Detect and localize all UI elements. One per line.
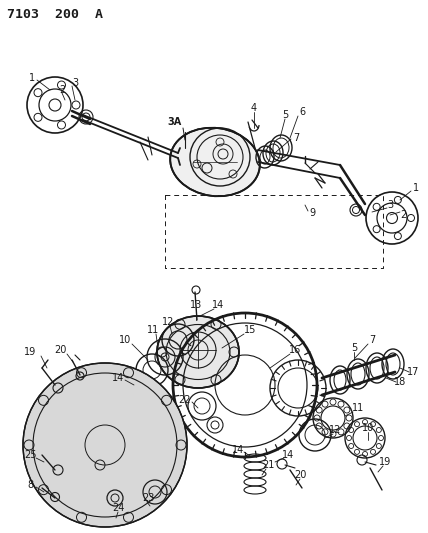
Text: 20: 20	[294, 470, 306, 480]
Text: 14: 14	[282, 450, 294, 460]
Text: 20: 20	[54, 345, 66, 355]
Text: 13: 13	[190, 300, 202, 310]
Text: 3A: 3A	[168, 117, 182, 127]
Text: 19: 19	[379, 457, 391, 467]
Text: 11: 11	[147, 325, 159, 335]
Text: 24: 24	[112, 503, 124, 513]
Circle shape	[23, 363, 187, 527]
Text: 21: 21	[262, 460, 274, 470]
Text: 3: 3	[387, 200, 393, 210]
Text: 14: 14	[212, 300, 224, 310]
Text: 17: 17	[407, 367, 419, 377]
Text: 10: 10	[362, 423, 374, 433]
Ellipse shape	[157, 316, 239, 388]
Text: 7: 7	[369, 335, 375, 345]
Ellipse shape	[170, 128, 260, 196]
Text: 25: 25	[24, 450, 36, 460]
Text: 2: 2	[59, 85, 65, 95]
Text: 7: 7	[293, 133, 299, 143]
Text: 8: 8	[27, 480, 33, 490]
Text: 11: 11	[352, 403, 364, 413]
Text: 23: 23	[142, 493, 154, 503]
Text: 5: 5	[282, 110, 288, 120]
Text: 14: 14	[112, 373, 124, 383]
Text: 18: 18	[394, 377, 406, 387]
Text: 1: 1	[29, 73, 35, 83]
Text: 6: 6	[299, 107, 305, 117]
Text: 7103  200  A: 7103 200 A	[7, 8, 103, 21]
Text: 1: 1	[413, 183, 419, 193]
Text: 16: 16	[289, 345, 301, 355]
Text: 15: 15	[244, 325, 256, 335]
Text: 12: 12	[329, 425, 341, 435]
Text: 4: 4	[251, 103, 257, 113]
Text: 3: 3	[72, 78, 78, 88]
Text: 14: 14	[232, 445, 244, 455]
Text: 2: 2	[400, 210, 406, 220]
Text: 19: 19	[24, 347, 36, 357]
Text: 12: 12	[162, 317, 174, 327]
Text: 10: 10	[119, 335, 131, 345]
Text: 22: 22	[179, 395, 191, 405]
Text: 5: 5	[351, 343, 357, 353]
Text: 9: 9	[309, 208, 315, 218]
